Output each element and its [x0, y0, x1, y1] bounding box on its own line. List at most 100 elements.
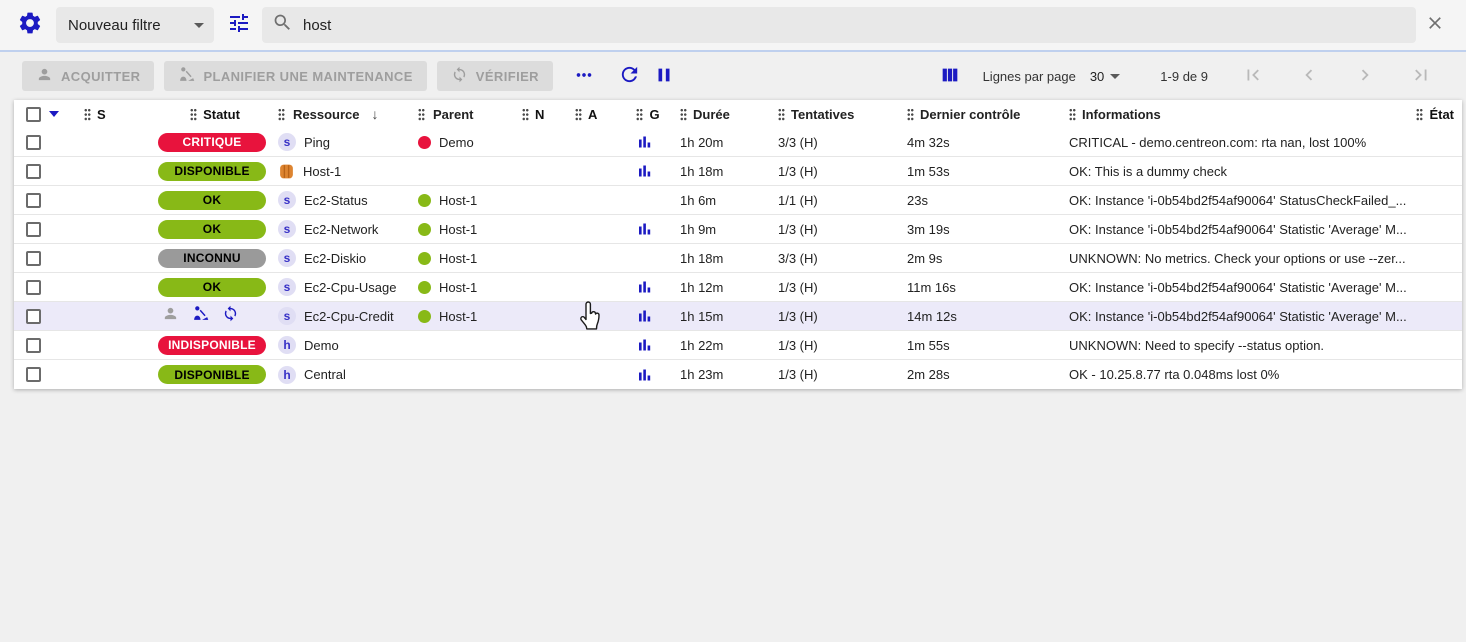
- resource-name[interactable]: Ec2-Cpu-Credit: [304, 308, 394, 324]
- column-header-last_check[interactable]: Dernier contrôle: [892, 100, 1047, 128]
- row-checkbox[interactable]: [26, 134, 41, 150]
- drag-handle-icon[interactable]: [190, 107, 198, 121]
- table-row[interactable]: INCONNU s Ec2-Diskio Host-1 1h 18m 3/3 (H) 2m …: [14, 244, 1462, 273]
- table-row[interactable]: OK s Ec2-Network Host-1 1h 9m 1/3 (H) 3m 19s OK…: [14, 215, 1462, 244]
- column-header-parent[interactable]: Parent: [412, 100, 516, 128]
- resource-cell[interactable]: s Ping: [272, 128, 412, 156]
- previous-page-button[interactable]: [1290, 59, 1328, 93]
- parent-cell[interactable]: Host-1: [412, 302, 516, 330]
- refresh-button[interactable]: [613, 59, 647, 93]
- table-row[interactable]: OK s Ec2-Cpu-Usage Host-1 1h 12m 1/3 (H) 11m 1…: [14, 273, 1462, 302]
- filter-settings-button[interactable]: [12, 7, 48, 43]
- parent-cell[interactable]: Host-1: [412, 273, 516, 301]
- table-row[interactable]: s Ec2-Cpu-Credit Host-1 1h 15m 1/3 (H) 14m 12…: [14, 302, 1462, 331]
- table-row[interactable]: CRITIQUE s Ping Demo 1h 20m 3/3 (H) 4m 32s CRIT…: [14, 128, 1462, 157]
- rows-per-page-select[interactable]: 30: [1090, 69, 1121, 84]
- column-header-notes[interactable]: N: [516, 100, 569, 128]
- table-row[interactable]: INDISPONIBLE h Demo 1h 22m 1/3 (H) 1m 55s UNKN…: [14, 331, 1462, 360]
- table-row[interactable]: DISPONIBLE Host-1 1h 18m 1/3 (H) 1m 53s OK: T…: [14, 157, 1462, 186]
- parent-cell[interactable]: Host-1: [412, 186, 516, 214]
- row-checkbox[interactable]: [26, 308, 41, 324]
- maintenance-worker-icon[interactable]: [192, 305, 209, 327]
- resource-cell[interactable]: s Ec2-Status: [272, 186, 412, 214]
- resource-name[interactable]: Ping: [304, 134, 331, 150]
- resource-name[interactable]: Ec2-Network: [304, 221, 379, 237]
- drag-handle-icon[interactable]: [636, 107, 644, 121]
- resource-cell[interactable]: h Demo: [272, 331, 412, 359]
- next-page-button[interactable]: [1346, 59, 1384, 93]
- row-checkbox[interactable]: [26, 192, 41, 208]
- bar-chart-icon[interactable]: [638, 338, 652, 352]
- table-row[interactable]: OK s Ec2-Status Host-1 1h 6m 1/1 (H) 23s OK: In…: [14, 186, 1462, 215]
- column-header-resource[interactable]: Ressource ↓: [272, 100, 412, 128]
- parent-name[interactable]: Host-1: [439, 308, 478, 324]
- resource-cell[interactable]: Host-1: [272, 157, 412, 185]
- advanced-filters-button[interactable]: [222, 8, 256, 42]
- clear-search-button[interactable]: [1416, 6, 1454, 44]
- row-checkbox[interactable]: [26, 163, 41, 179]
- row-checkbox[interactable]: [26, 279, 41, 295]
- resource-name[interactable]: Ec2-Status: [304, 192, 368, 208]
- resource-cell[interactable]: s Ec2-Cpu-Usage: [272, 273, 412, 301]
- more-actions-button[interactable]: [567, 59, 601, 93]
- parent-name[interactable]: Host-1: [439, 221, 478, 237]
- drag-handle-icon[interactable]: [84, 107, 91, 121]
- sync-icon[interactable]: [222, 305, 239, 327]
- row-checkbox[interactable]: [26, 337, 41, 353]
- drag-handle-icon[interactable]: [1416, 107, 1424, 121]
- acknowledge-button[interactable]: ACQUITTER: [22, 61, 155, 91]
- bar-chart-icon[interactable]: [638, 280, 652, 294]
- parent-cell[interactable]: [412, 360, 516, 389]
- table-row[interactable]: DISPONIBLE h Central 1h 23m 1/3 (H) 2m 28s OK …: [14, 360, 1462, 389]
- column-header-graph[interactable]: G: [622, 100, 668, 128]
- search-box[interactable]: [262, 7, 1416, 43]
- select-rows-dropdown-icon[interactable]: [49, 111, 59, 117]
- first-page-button[interactable]: [1234, 59, 1272, 93]
- row-checkbox[interactable]: [26, 367, 41, 382]
- column-header-state[interactable]: État: [1410, 100, 1462, 128]
- bar-chart-icon[interactable]: [638, 309, 652, 323]
- bar-chart-icon[interactable]: [638, 164, 652, 178]
- sort-desc-icon[interactable]: ↓: [371, 106, 379, 122]
- parent-cell[interactable]: [412, 157, 516, 185]
- column-header-status[interactable]: Statut: [152, 100, 272, 128]
- downtime-button[interactable]: PLANIFIER UNE MAINTENANCE: [164, 61, 427, 91]
- drag-handle-icon[interactable]: [907, 107, 914, 121]
- acknowledge-icon[interactable]: [162, 305, 179, 327]
- parent-cell[interactable]: Host-1: [412, 215, 516, 243]
- filter-select[interactable]: Nouveau filtre: [56, 7, 214, 43]
- resource-name[interactable]: Central: [304, 367, 346, 382]
- parent-name[interactable]: Host-1: [439, 250, 478, 266]
- drag-handle-icon[interactable]: [575, 107, 582, 121]
- last-page-button[interactable]: [1402, 59, 1440, 93]
- resource-name[interactable]: Demo: [304, 337, 339, 353]
- parent-name[interactable]: Host-1: [439, 192, 478, 208]
- parent-cell[interactable]: Host-1: [412, 244, 516, 272]
- resource-cell[interactable]: s Ec2-Network: [272, 215, 412, 243]
- resource-cell[interactable]: s Ec2-Cpu-Credit: [272, 302, 412, 330]
- column-header-severity[interactable]: S: [78, 100, 152, 128]
- drag-handle-icon[interactable]: [1069, 107, 1076, 121]
- search-input[interactable]: [303, 16, 1324, 34]
- check-button[interactable]: VÉRIFIER: [436, 61, 553, 91]
- column-header-tries[interactable]: Tentatives: [764, 100, 892, 128]
- edit-columns-button[interactable]: [933, 59, 967, 93]
- drag-handle-icon[interactable]: [418, 107, 425, 121]
- parent-name[interactable]: Demo: [439, 134, 474, 150]
- parent-cell[interactable]: [412, 331, 516, 359]
- pause-autorefresh-button[interactable]: [647, 59, 681, 93]
- drag-handle-icon[interactable]: [680, 107, 687, 121]
- parent-name[interactable]: Host-1: [439, 279, 478, 295]
- parent-cell[interactable]: Demo: [412, 128, 516, 156]
- drag-handle-icon[interactable]: [278, 107, 285, 121]
- resource-name[interactable]: Ec2-Diskio: [304, 250, 367, 266]
- resource-cell[interactable]: h Central: [272, 360, 412, 389]
- column-header-information[interactable]: Informations: [1047, 100, 1410, 128]
- column-header-action[interactable]: A: [569, 100, 622, 128]
- resource-name[interactable]: Host-1: [303, 163, 342, 179]
- select-all-checkbox[interactable]: [26, 106, 41, 122]
- drag-handle-icon[interactable]: [522, 107, 529, 121]
- bar-chart-icon[interactable]: [638, 135, 652, 149]
- bar-chart-icon[interactable]: [638, 222, 652, 236]
- bar-chart-icon[interactable]: [638, 368, 652, 382]
